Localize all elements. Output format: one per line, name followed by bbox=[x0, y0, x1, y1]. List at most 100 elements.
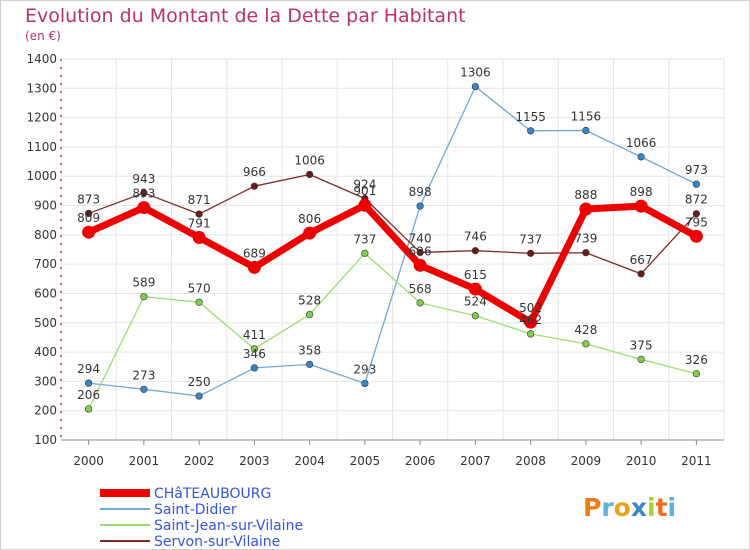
data-label: 740 bbox=[409, 231, 432, 245]
data-label: 898 bbox=[630, 185, 653, 199]
logo-text: Proxiti bbox=[583, 493, 676, 522]
legend-label-servon-sur-vilaine: Servon-sur-Vilaine bbox=[154, 534, 280, 550]
data-label: 528 bbox=[298, 294, 321, 308]
point-saint-jean-sur-vilaine bbox=[471, 312, 479, 320]
point-saint-didier bbox=[85, 379, 93, 387]
grid bbox=[60, 58, 725, 440]
point-ch-teaubourg bbox=[303, 226, 317, 240]
data-label: 924 bbox=[353, 178, 376, 192]
legend-label-saint-jean-sur-vilaine: Saint-Jean-sur-Vilaine bbox=[154, 518, 303, 534]
data-label: 1006 bbox=[294, 153, 325, 167]
logo-letter: t bbox=[656, 493, 668, 522]
x-tick-label: 2002 bbox=[184, 454, 215, 468]
data-label: 326 bbox=[685, 353, 708, 367]
point-saint-didier bbox=[527, 127, 535, 135]
data-label: 689 bbox=[243, 246, 266, 260]
point-servon-sur-vilaine bbox=[306, 170, 314, 179]
y-tick-label: 800 bbox=[34, 228, 57, 242]
x-tick-label: 2011 bbox=[681, 454, 712, 468]
point-ch-teaubourg bbox=[247, 260, 261, 274]
x-tick-label: 2006 bbox=[405, 454, 436, 468]
data-label: 873 bbox=[77, 192, 100, 206]
data-label: 737 bbox=[353, 232, 376, 246]
data-label: 1155 bbox=[515, 110, 546, 124]
axes: 100 200 300 400 500 600 700 800 900 1000 1100 1200 1… bbox=[26, 52, 724, 468]
point-servon-sur-vilaine bbox=[85, 209, 93, 218]
point-saint-jean-sur-vilaine bbox=[195, 298, 203, 306]
data-label: 1156 bbox=[571, 110, 602, 124]
data-label: 206 bbox=[77, 388, 100, 402]
series-line-ch-teaubourg bbox=[87, 201, 699, 326]
data-label: 589 bbox=[132, 276, 155, 290]
data-label: 872 bbox=[685, 193, 708, 207]
proxiti-logo: Proxiti bbox=[583, 493, 676, 522]
data-label: 273 bbox=[132, 368, 155, 382]
point-servon-sur-vilaine bbox=[527, 249, 535, 257]
data-label: 893 bbox=[132, 187, 155, 201]
series-line-saint-jean-sur-vilaine bbox=[88, 252, 697, 410]
point-saint-jean-sur-vilaine bbox=[692, 370, 700, 378]
point-saint-didier bbox=[195, 392, 203, 400]
x-tick-label: 2003 bbox=[239, 454, 270, 468]
data-label: 524 bbox=[464, 295, 487, 309]
data-label: 428 bbox=[574, 323, 597, 337]
y-tick-label: 1000 bbox=[26, 169, 57, 183]
point-ch-teaubourg bbox=[634, 199, 648, 213]
y-tick-label: 900 bbox=[34, 199, 57, 213]
data-label: 973 bbox=[685, 163, 708, 177]
point-saint-didier bbox=[361, 379, 369, 388]
point-saint-didier bbox=[250, 364, 258, 372]
point-servon-sur-vilaine bbox=[582, 249, 590, 257]
point-saint-jean-sur-vilaine bbox=[416, 299, 424, 307]
data-label: 696 bbox=[409, 244, 432, 258]
y-tick-label: 1200 bbox=[26, 111, 57, 125]
y-tick-label: 300 bbox=[34, 374, 57, 388]
y-tick-label: 1300 bbox=[26, 81, 57, 95]
point-servon-sur-vilaine bbox=[140, 189, 148, 197]
data-label: 806 bbox=[298, 212, 321, 226]
unit-label: (en €) bbox=[25, 29, 61, 43]
point-saint-didier bbox=[637, 153, 645, 161]
data-label: 898 bbox=[409, 185, 432, 199]
point-saint-didier bbox=[692, 180, 700, 188]
data-label: 746 bbox=[464, 230, 487, 244]
y-tick-label: 400 bbox=[34, 345, 57, 359]
point-saint-didier bbox=[471, 82, 479, 91]
x-tick-label: 2010 bbox=[626, 454, 657, 468]
point-saint-didier bbox=[582, 126, 590, 135]
y-tick-label: 1400 bbox=[26, 52, 57, 66]
y-tick-label: 1100 bbox=[26, 140, 57, 154]
data-label: 502 bbox=[519, 301, 542, 315]
data-label: 871 bbox=[188, 193, 211, 207]
point-ch-teaubourg bbox=[689, 229, 703, 243]
point-ch-teaubourg bbox=[82, 225, 96, 239]
x-tick-label: 2000 bbox=[73, 454, 104, 468]
y-tick-label: 700 bbox=[34, 257, 57, 271]
data-label: 966 bbox=[243, 165, 266, 179]
point-saint-jean-sur-vilaine bbox=[85, 405, 93, 413]
legend-label-saint-didier: Saint-Didier bbox=[154, 502, 237, 518]
logo-letter: P bbox=[583, 493, 601, 522]
x-tick-label: 2001 bbox=[129, 454, 160, 468]
data-label: 568 bbox=[409, 282, 432, 296]
point-saint-jean-sur-vilaine bbox=[527, 330, 535, 338]
data-label: 615 bbox=[464, 268, 487, 282]
point-saint-jean-sur-vilaine bbox=[361, 249, 369, 257]
data-label: 901 bbox=[353, 184, 376, 198]
data-label: 888 bbox=[574, 188, 597, 202]
x-tick-label: 2007 bbox=[460, 454, 491, 468]
point-saint-jean-sur-vilaine bbox=[140, 293, 148, 301]
logo-letter: i bbox=[647, 493, 656, 522]
data-label: 809 bbox=[77, 211, 100, 225]
series-line-saint-didier bbox=[88, 85, 697, 397]
data-label: 411 bbox=[243, 328, 266, 342]
point-servon-sur-vilaine bbox=[250, 182, 258, 190]
point-servon-sur-vilaine bbox=[637, 270, 645, 278]
data-label: 1306 bbox=[460, 66, 491, 80]
data-label: 293 bbox=[353, 362, 376, 376]
series bbox=[82, 82, 703, 413]
x-tick-label: 2009 bbox=[571, 454, 602, 468]
y-tick-label: 500 bbox=[34, 316, 57, 330]
y-tick-label: 600 bbox=[34, 286, 57, 300]
y-tick-label: 100 bbox=[34, 433, 57, 447]
